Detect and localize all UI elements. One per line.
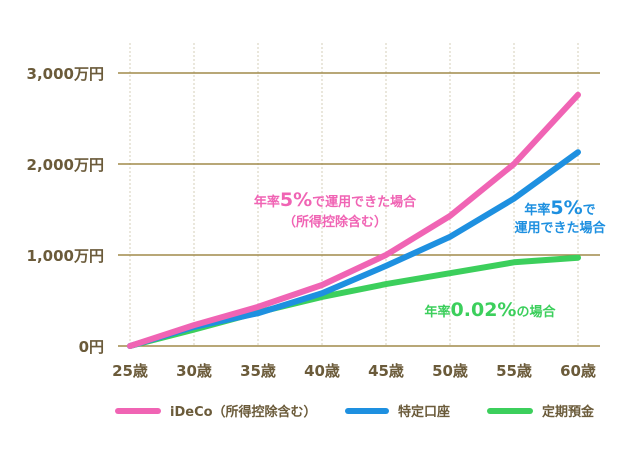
annotation-text: で運用できた場合 (312, 194, 417, 210)
x-tick-label: 25歳 (112, 362, 148, 380)
annotations: 年率5%で運用できた場合（所得控除含む）年率5%で運用できた場合年率0.02%の… (254, 189, 607, 321)
legend-label-1: 特定口座 (398, 404, 450, 420)
annotation-0: 年率5%で運用できた場合 (254, 189, 417, 211)
x-tick-label: 50歳 (432, 362, 468, 380)
y-axis-ticks: 0円 1,000万円 2,000万円 3,000万円 (27, 65, 104, 356)
series-lines (127, 91, 581, 349)
y-tick-label: 0円 (79, 338, 104, 356)
x-tick-label: 60歳 (560, 362, 596, 380)
x-axis-ticks: 25歳 30歳 35歳 40歳 45歳 50歳 55歳 60歳 (112, 362, 596, 380)
x-tick-label: 45歳 (368, 362, 404, 380)
y-tick-label: 3,000万円 (27, 65, 104, 83)
x-tick-label: 55歳 (496, 362, 532, 380)
x-tick-label: 40歳 (304, 362, 340, 380)
y-tick-label: 2,000万円 (27, 156, 104, 174)
series-line-0 (127, 91, 581, 349)
annotation-rate: 5% (550, 197, 582, 219)
annotation-text: 年率 (425, 304, 451, 320)
x-tick-label: 30歳 (176, 362, 212, 380)
legend: iDeCo（所得控除含む） 特定口座 定期預金 (115, 404, 595, 420)
annotation-1: 年率5%で (524, 197, 595, 219)
annotation-text: の場合 (516, 304, 556, 320)
annotation-rate: 0.02% (451, 299, 517, 321)
annotation-text: 年率 (524, 202, 550, 218)
annotation-text: で (583, 203, 596, 218)
annotation-rate: 5% (280, 189, 312, 211)
annotation-0-line2: （所得控除含む） (283, 214, 387, 230)
annotation-2: 年率0.02%の場合 (425, 299, 557, 321)
legend-label-0: iDeCo（所得控除含む） (170, 404, 317, 420)
annotation-text: 年率 (254, 194, 280, 210)
annotation-1-line2: 運用できた場合 (514, 220, 606, 236)
x-tick-label: 35歳 (240, 362, 276, 380)
y-tick-label: 1,000万円 (27, 247, 104, 265)
legend-label-2: 定期預金 (541, 404, 595, 420)
